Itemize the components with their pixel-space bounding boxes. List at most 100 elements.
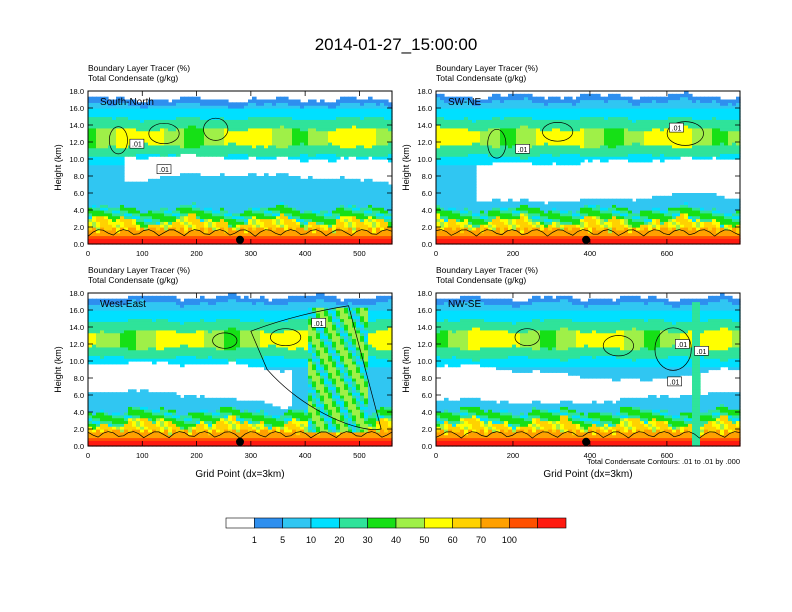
heatmap-cell — [140, 215, 145, 220]
heatmap-cell — [448, 113, 453, 118]
heatmap-cell — [496, 224, 501, 228]
heatmap-cell — [364, 241, 369, 245]
heatmap-cell — [304, 238, 309, 242]
heatmap-cell — [88, 130, 93, 135]
heatmap-cell — [228, 190, 233, 194]
heatmap-cell — [184, 238, 189, 242]
heatmap-cell — [540, 110, 545, 115]
heatmap-cell — [560, 235, 565, 239]
heatmap-cell — [232, 133, 237, 137]
heatmap-cell — [368, 116, 373, 120]
heatmap-cell — [104, 178, 109, 183]
heatmap-cell — [120, 187, 125, 191]
heatmap-cell — [276, 142, 281, 146]
heatmap-cell — [136, 204, 141, 208]
heatmap-cell — [272, 156, 277, 160]
heatmap-cell — [368, 96, 373, 101]
heatmap-cell — [564, 102, 569, 106]
heatmap-cell — [180, 147, 185, 152]
heatmap-cell — [532, 201, 537, 205]
heatmap-cell — [440, 232, 445, 237]
y-tick-label: 10.0 — [69, 155, 84, 164]
heatmap-cell — [272, 142, 277, 146]
heatmap-cell — [516, 99, 521, 103]
heatmap-cell — [364, 156, 369, 160]
heatmap-cell — [476, 113, 481, 118]
heatmap-cell — [576, 232, 581, 237]
heatmap-cell — [512, 201, 517, 205]
heatmap-cell — [388, 204, 393, 208]
heatmap-cell — [332, 113, 337, 118]
heatmap-cell — [224, 144, 229, 149]
heatmap-cell — [384, 108, 389, 112]
heatmap-cell — [164, 110, 169, 115]
heatmap-cell — [208, 139, 213, 143]
heatmap-cell — [380, 181, 385, 186]
heatmap-cell — [520, 224, 525, 228]
heatmap-cell — [296, 122, 301, 126]
heatmap-cell — [436, 116, 441, 120]
heatmap-cell — [196, 116, 201, 120]
heatmap-cell — [448, 144, 453, 149]
heatmap-cell — [340, 150, 345, 154]
heatmap-cell — [160, 181, 165, 186]
heatmap-cell — [476, 210, 481, 214]
heatmap-cell — [480, 210, 485, 214]
heatmap-cell — [444, 232, 449, 237]
heatmap-cell — [380, 110, 385, 115]
heatmap-cell — [276, 198, 281, 203]
heatmap-cell — [356, 178, 361, 183]
heatmap-cell — [176, 218, 181, 222]
heatmap-cell — [536, 224, 541, 228]
heatmap-cell — [320, 139, 325, 143]
heatmap-cell — [236, 207, 241, 211]
heatmap-cell — [504, 153, 509, 157]
heatmap-cell — [496, 119, 501, 123]
heatmap-cell — [196, 139, 201, 143]
heatmap-cell — [152, 136, 157, 140]
heatmap-cell — [132, 102, 137, 106]
heatmap-cell — [344, 130, 349, 135]
heatmap-cell — [104, 119, 109, 123]
heatmap-cell — [232, 127, 237, 132]
heatmap-cell — [360, 147, 365, 152]
heatmap-cell — [128, 150, 133, 154]
heatmap-cell — [292, 195, 297, 200]
heatmap-cell — [500, 96, 505, 101]
heatmap-cell — [572, 119, 577, 123]
heatmap-cell — [448, 173, 453, 177]
heatmap-cell — [372, 184, 377, 188]
heatmap-cell — [460, 221, 465, 225]
heatmap-cell — [176, 215, 181, 220]
heatmap-cell — [456, 122, 461, 126]
heatmap-cell — [96, 218, 101, 222]
heatmap-cell — [236, 113, 241, 118]
heatmap-cell — [524, 142, 529, 146]
heatmap-cell — [204, 147, 209, 152]
heatmap-cell — [316, 201, 321, 205]
heatmap-cell — [216, 221, 221, 225]
heatmap-cell — [452, 130, 457, 135]
heatmap-cell — [320, 136, 325, 140]
heatmap-cell — [264, 139, 269, 143]
heatmap-cell — [560, 125, 565, 129]
heatmap-cell — [536, 130, 541, 135]
heatmap-cell — [92, 113, 97, 118]
heatmap-cell — [276, 139, 281, 143]
heatmap-cell — [240, 218, 245, 222]
heatmap-cell — [180, 173, 185, 177]
heatmap-cell — [172, 119, 177, 123]
heatmap-cell — [516, 207, 521, 211]
heatmap-cell — [124, 198, 129, 203]
heatmap-cell — [200, 125, 205, 129]
heatmap-cell — [444, 102, 449, 106]
heatmap-cell — [100, 201, 105, 205]
heatmap-cell — [136, 224, 141, 228]
heatmap-cell — [316, 122, 321, 126]
heatmap-cell — [312, 207, 317, 211]
heatmap-cell — [300, 178, 305, 183]
heatmap-cell — [216, 136, 221, 140]
heatmap-cell — [116, 232, 121, 237]
heatmap-cell — [200, 238, 205, 242]
heatmap-cell — [108, 241, 113, 245]
